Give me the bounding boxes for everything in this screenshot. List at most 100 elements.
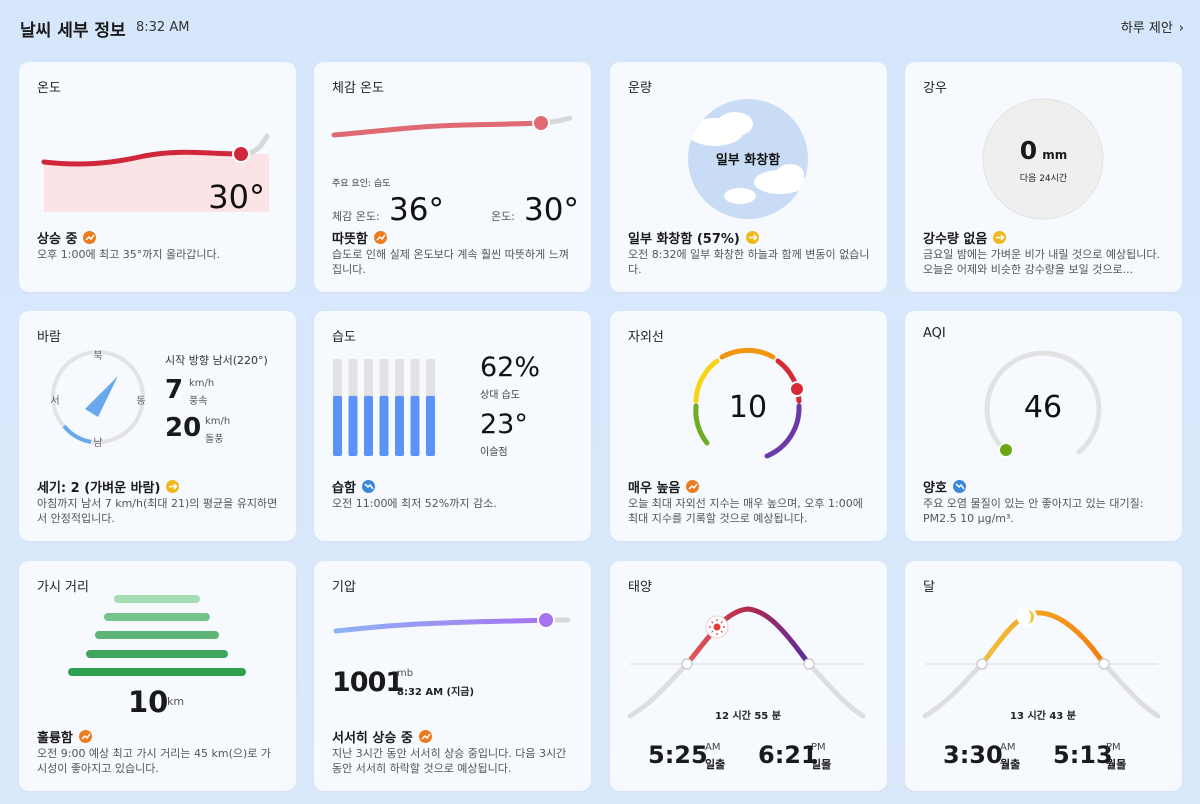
humidity-bar-fill — [426, 395, 435, 456]
status-label: 따뜻함 — [332, 228, 387, 247]
sunset-time: 6:21 — [758, 741, 818, 769]
sunset-label: 일몰 — [811, 758, 832, 771]
humidity-bar-fill — [333, 395, 342, 456]
compass-south: 남 — [93, 437, 102, 449]
visibility-card[interactable]: 가시 거리 10 km 훌륭함 오전 9:00 예상 최고 가시 거리는 45 … — [19, 561, 296, 791]
page-title: 날씨 세부 정보 — [20, 21, 126, 41]
status-text: 서서히 상승 중 — [332, 731, 413, 746]
card-title: 달 — [923, 580, 935, 595]
wind-direction: 시작 방향 남서(220°) — [165, 354, 268, 367]
wind-compass: 북 남 동 서 — [50, 350, 146, 449]
status-label: 서서히 상승 중 — [332, 727, 432, 746]
humidity-bar-fill — [410, 395, 420, 456]
card-title: 가시 거리 — [37, 580, 89, 595]
sunrise-ampm: AM — [705, 742, 721, 753]
status-text: 강수량 없음 — [923, 232, 988, 247]
description: 금요일 밤에는 가벼운 비가 내릴 것으로 예상됩니다. 오늘은 어제와 비슷한… — [923, 248, 1160, 276]
moonrise-time: 3:30 — [943, 741, 1003, 769]
status-label: 일부 화창함 (57%) — [628, 228, 759, 247]
daily-suggestions-link[interactable]: 하루 제안 › — [1121, 17, 1184, 36]
sunrise-time: 5:25 — [648, 741, 708, 769]
pressure-trend-chart — [333, 611, 571, 634]
status-label: 세기: 2 (가벼운 바람) — [37, 477, 180, 496]
humidity-card[interactable]: 습도 62% 상대 습도 23° 이슬점 습함 오전 11:00에 최저 52%… — [314, 311, 591, 541]
description: 아침까지 남서 7 km/h(최대 21)의 평균을 유지하면서 안정적입니다. — [37, 497, 278, 525]
card-title: 태양 — [628, 580, 652, 595]
moonset-label: 월몰 — [1106, 758, 1127, 771]
header-time: 8:32 AM — [136, 20, 190, 35]
header: 날씨 세부 정보 8:32 AM 하루 제안 › — [20, 14, 1184, 42]
card-title: AQI — [923, 326, 946, 341]
chevron-right-icon: › — [1178, 21, 1184, 36]
humidity-value: 62% — [480, 352, 541, 383]
card-title: 습도 — [332, 330, 356, 345]
status-text: 훌륭함 — [37, 731, 73, 746]
rainfall-amount: 0 mm — [905, 136, 1182, 165]
moon-duration: 13 시간 43 분 — [1010, 709, 1076, 722]
trend-up-icon — [686, 480, 700, 493]
status-label: 양호 — [923, 477, 966, 496]
sunrise-label: 일출 — [705, 758, 726, 771]
rainfall-card[interactable]: 강우 0 mm 다음 24시간 강수량 없음 금요일 밤에는 가벼운 비가 내릴… — [905, 62, 1182, 292]
wind-gust-label: 돌풍 — [205, 434, 224, 445]
wind-gust-unit: km/h — [205, 416, 231, 427]
aqi-gauge: 46 — [984, 350, 1102, 458]
feels-like-card[interactable]: 체감 온도 주요 요인: 습도 체감 온도: 36° 온도: 30° 따뜻함 습… — [314, 62, 591, 292]
trend-flat-icon — [745, 231, 759, 244]
description: 오전 9:00 예상 최고 가시 거리는 45 km(으)로 가시성이 좋아지고… — [37, 747, 272, 775]
card-title: 온도 — [37, 81, 61, 96]
card-title: 운량 — [628, 81, 652, 96]
dew-point-value: 23° — [480, 409, 528, 440]
pressure-time: 8:32 AM (지금) — [397, 687, 475, 698]
temp-value: 30° — [524, 192, 579, 228]
trend-down-icon — [361, 480, 375, 493]
status-label: 습함 — [332, 477, 375, 496]
feels-label: 체감 온도: — [332, 210, 380, 223]
humidity-bar-fill — [395, 395, 404, 456]
sun-card[interactable]: 태양 12 시간 55 분 5:25 AM 일출 6:21 PM 일몰 — [610, 561, 887, 791]
sun-arc-chart: 12 시간 55 분 — [627, 606, 866, 722]
moonset-ampm: PM — [1106, 742, 1121, 753]
status-label: 매우 높음 — [628, 477, 700, 496]
cloud-cover-card[interactable]: 운량 일부 화창함 일부 화창함 (57%) 오전 8:32에 일부 화창한 하… — [610, 62, 887, 292]
wind-card[interactable]: 바람 북 남 동 서 시작 방향 남서(220°) 7 km/h 풍속 20 k… — [19, 311, 296, 541]
description: 오전 11:00에 최저 52%까지 감소. — [332, 497, 497, 510]
status-text: 매우 높음 — [628, 481, 681, 496]
card-title: 체감 온도 — [332, 81, 384, 96]
pressure-card[interactable]: 기압 1001 mb 8:32 AM (지금) 서서히 상승 중 지난 3시간 … — [314, 561, 591, 791]
moon-card[interactable]: 달 13 시간 43 분 3:30 AM 월출 5:13 PM 월몰 — [905, 561, 1182, 791]
status-label: 훌륭함 — [37, 727, 92, 746]
uv-gauge: 10 — [693, 347, 805, 459]
compass-north: 북 — [93, 350, 102, 362]
temperature-card[interactable]: 온도 30° 상승 중 오후 1:00에 최고 35°까지 올라갑니다. — [19, 62, 296, 292]
visibility-unit: km — [167, 695, 185, 708]
pressure-unit: mb — [397, 668, 414, 679]
rainfall-value: 0 — [1019, 136, 1038, 165]
status-label: 상승 중 — [37, 228, 97, 247]
wind-speed-unit: km/h — [189, 378, 215, 389]
uv-index-card[interactable]: 자외선 10 매우 높음 오늘 최대 자외선 지수는 매우 높으며, 오후 1:… — [610, 311, 887, 541]
moonrise-label: 월출 — [1000, 758, 1021, 771]
temp-label: 온도: — [491, 210, 515, 223]
aqi-card[interactable]: AQI 46 양호 주요 오염 물질이 있는 안 좋아지고 있는 대기질: PM… — [905, 311, 1182, 541]
temperature-value: 30° — [208, 178, 265, 216]
trend-up-icon — [418, 730, 432, 743]
pressure-value: 1001 — [332, 667, 404, 698]
trend-up-icon — [83, 231, 97, 244]
card-title: 기압 — [332, 580, 356, 595]
visibility-pyramid — [68, 595, 246, 676]
moonrise-ampm: AM — [1000, 742, 1016, 753]
humidity-label: 상대 습도 — [480, 390, 520, 401]
trend-up-icon — [373, 231, 387, 244]
status-text: 세기: 2 (가벼운 바람) — [37, 481, 161, 496]
status-text: 일부 화창함 (57%) — [628, 232, 740, 247]
description: 습도로 인해 실제 온도보다 계속 훨씬 따뜻하게 느껴집니다. — [332, 248, 569, 276]
trend-down-icon — [952, 480, 966, 493]
status-text: 따뜻함 — [332, 232, 368, 247]
rainfall-unit: mm — [1042, 148, 1068, 162]
rainfall-gauge — [982, 98, 1104, 220]
day-length: 12 시간 55 분 — [715, 709, 781, 722]
card-title: 강우 — [923, 81, 947, 96]
card-title: 바람 — [37, 330, 61, 345]
status-text: 상승 중 — [37, 232, 78, 247]
